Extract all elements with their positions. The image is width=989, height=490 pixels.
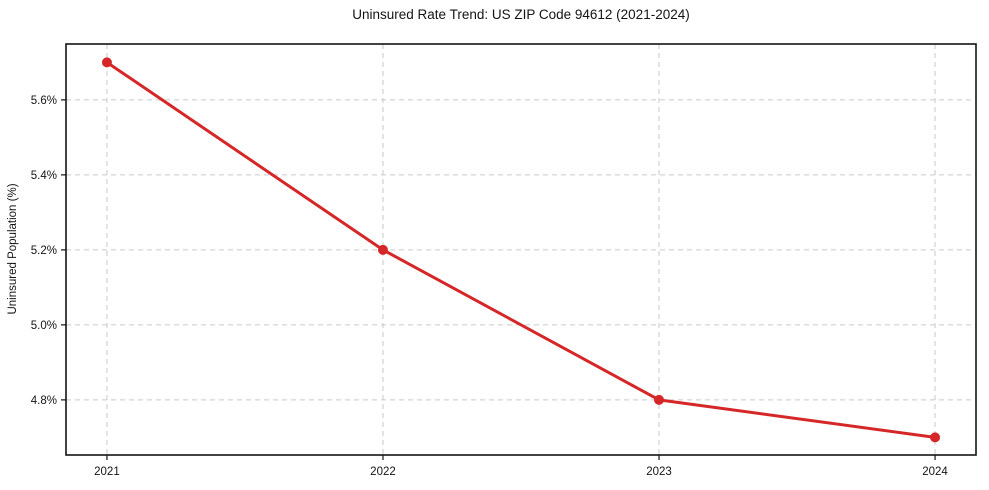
y-tick-label: 5.0% [31, 320, 57, 332]
x-tick-label: 2022 [370, 466, 396, 478]
y-tick-label: 5.2% [31, 245, 57, 257]
x-tick-label: 2021 [94, 466, 120, 478]
data-point-marker [377, 244, 388, 255]
y-tick-label: 5.6% [31, 95, 57, 107]
x-tick-label: 2023 [646, 466, 672, 478]
data-point-marker [101, 57, 112, 68]
chart-title: Uninsured Rate Trend: US ZIP Code 94612 … [352, 7, 690, 22]
plot-border [65, 43, 977, 456]
x-tick-label: 2024 [922, 466, 948, 478]
data-point-marker [930, 432, 941, 443]
y-tick-label: 5.4% [31, 170, 57, 182]
y-tick-label: 4.8% [31, 395, 57, 407]
trend-line [105, 60, 937, 439]
data-point-marker [654, 394, 665, 405]
